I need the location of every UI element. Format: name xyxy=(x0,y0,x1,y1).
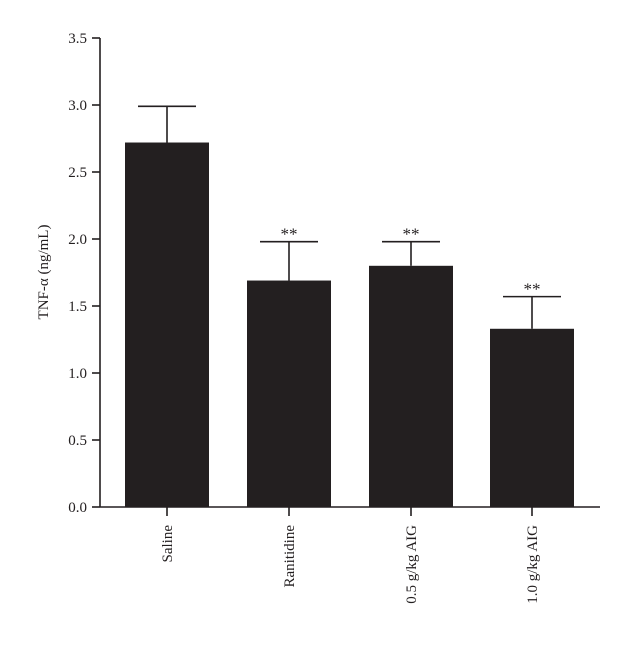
bar xyxy=(247,280,331,507)
significance-marker: ** xyxy=(281,225,298,244)
significance-marker: ** xyxy=(403,225,420,244)
y-tick-label: 0.0 xyxy=(68,500,87,516)
bar xyxy=(125,142,209,507)
category-label: Saline xyxy=(160,525,176,563)
y-tick-label: 1.5 xyxy=(68,299,87,315)
significance-markers: ** ** ** xyxy=(281,225,541,299)
significance-marker: ** xyxy=(524,280,541,299)
error-bars xyxy=(138,105,561,329)
category-label: 0.5 g/kg AIG xyxy=(404,525,420,604)
y-tick-label: 2.0 xyxy=(68,232,87,248)
category-label: Ranitidine xyxy=(282,525,298,588)
bar xyxy=(369,265,453,507)
y-axis-title: TNF-α (ng/mL) xyxy=(36,225,52,320)
x-axis xyxy=(100,506,600,516)
y-tick-label: 1.0 xyxy=(68,366,87,382)
category-label: 1.0 g/kg AIG xyxy=(525,525,541,604)
y-axis: 0.0 0.5 1.0 1.5 2.0 2.5 3.0 3.5 xyxy=(68,31,101,516)
y-tick-label: 3.5 xyxy=(68,31,87,47)
y-tick-label: 2.5 xyxy=(68,165,87,181)
bar xyxy=(490,328,574,507)
bars xyxy=(125,142,574,507)
category-labels: Saline Ranitidine 0.5 g/kg AIG 1.0 g/kg AIG xyxy=(160,525,541,604)
y-tick-label: 0.5 xyxy=(68,433,87,449)
y-tick-label: 3.0 xyxy=(68,98,87,114)
